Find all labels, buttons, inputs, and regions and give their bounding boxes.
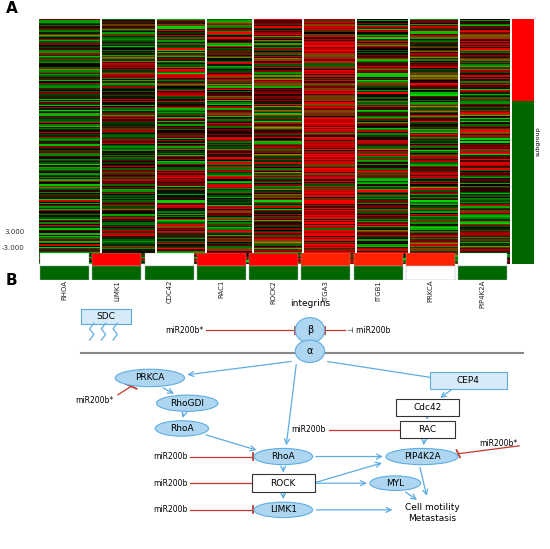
Text: PRKCA: PRKCA: [135, 373, 164, 383]
Ellipse shape: [254, 502, 312, 518]
Bar: [301, 253, 350, 266]
Ellipse shape: [370, 476, 421, 490]
Bar: [458, 253, 507, 266]
Text: α: α: [307, 346, 313, 356]
FancyBboxPatch shape: [400, 422, 455, 438]
Text: LIMK1: LIMK1: [270, 505, 297, 514]
Text: Metastasis: Metastasis: [409, 514, 456, 523]
FancyBboxPatch shape: [252, 474, 315, 492]
Text: RhoA: RhoA: [272, 452, 295, 461]
Ellipse shape: [254, 449, 312, 464]
Ellipse shape: [295, 318, 324, 343]
Text: ROCK2: ROCK2: [271, 280, 277, 304]
Text: CEP4: CEP4: [457, 376, 480, 385]
Text: ROCK: ROCK: [271, 479, 296, 488]
Text: SDC: SDC: [96, 312, 115, 321]
Text: LIMK1: LIMK1: [114, 280, 120, 301]
Bar: [512, 19, 534, 100]
Bar: [92, 266, 141, 280]
Bar: [197, 266, 246, 280]
Text: PIP4K2A: PIP4K2A: [480, 280, 486, 308]
Text: Cdc42: Cdc42: [413, 403, 442, 412]
Bar: [406, 266, 455, 280]
Text: RAC1: RAC1: [218, 280, 224, 298]
Ellipse shape: [386, 449, 458, 464]
Text: A: A: [6, 2, 17, 16]
Bar: [145, 253, 194, 266]
Bar: [458, 266, 507, 280]
Text: integrins: integrins: [290, 299, 330, 308]
Bar: [249, 266, 298, 280]
Text: ITGA3: ITGA3: [323, 280, 329, 301]
Ellipse shape: [295, 340, 324, 362]
Text: miR200b*: miR200b*: [75, 396, 113, 405]
Ellipse shape: [115, 369, 185, 386]
FancyBboxPatch shape: [431, 372, 507, 389]
Bar: [40, 253, 89, 266]
Text: PRKCA: PRKCA: [427, 280, 433, 302]
Text: PIP4K2A: PIP4K2A: [404, 452, 440, 461]
Bar: [354, 253, 403, 266]
Bar: [249, 253, 298, 266]
Text: RHOA: RHOA: [62, 280, 68, 300]
Bar: [197, 253, 246, 266]
Bar: [354, 266, 403, 280]
Text: 3.000: 3.000: [4, 229, 24, 235]
Text: ITGB1: ITGB1: [375, 280, 381, 301]
Bar: [301, 266, 350, 280]
Text: miR200b*: miR200b*: [480, 439, 518, 449]
Text: miR200b: miR200b: [153, 452, 187, 461]
Text: B: B: [6, 273, 17, 288]
Text: miR200b*: miR200b*: [165, 326, 204, 335]
Ellipse shape: [155, 421, 208, 436]
Text: miR200b: miR200b: [153, 505, 187, 514]
Text: RhoGDI: RhoGDI: [170, 399, 204, 408]
Bar: [512, 100, 534, 264]
Text: miR200b: miR200b: [153, 479, 187, 488]
Text: MYL: MYL: [386, 479, 404, 488]
Ellipse shape: [157, 395, 218, 411]
Text: RAC: RAC: [418, 425, 436, 434]
FancyBboxPatch shape: [396, 399, 459, 416]
Text: -3.000: -3.000: [2, 245, 24, 251]
Text: CDC42: CDC42: [166, 280, 172, 304]
Bar: [406, 253, 455, 266]
FancyBboxPatch shape: [81, 309, 131, 324]
Text: miR200b: miR200b: [292, 425, 326, 434]
Text: β: β: [307, 325, 313, 335]
Text: ⊣ miR200b: ⊣ miR200b: [347, 326, 390, 335]
Text: subgroup: subgroup: [536, 127, 541, 156]
Bar: [145, 266, 194, 280]
Text: Cell motility: Cell motility: [405, 502, 460, 512]
Text: RhoA: RhoA: [170, 424, 194, 433]
Bar: [40, 266, 89, 280]
Bar: [92, 253, 141, 266]
